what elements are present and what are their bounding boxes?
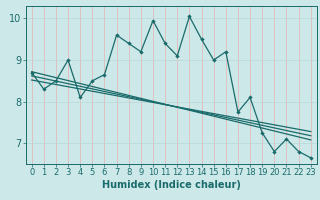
X-axis label: Humidex (Indice chaleur): Humidex (Indice chaleur) (102, 180, 241, 190)
